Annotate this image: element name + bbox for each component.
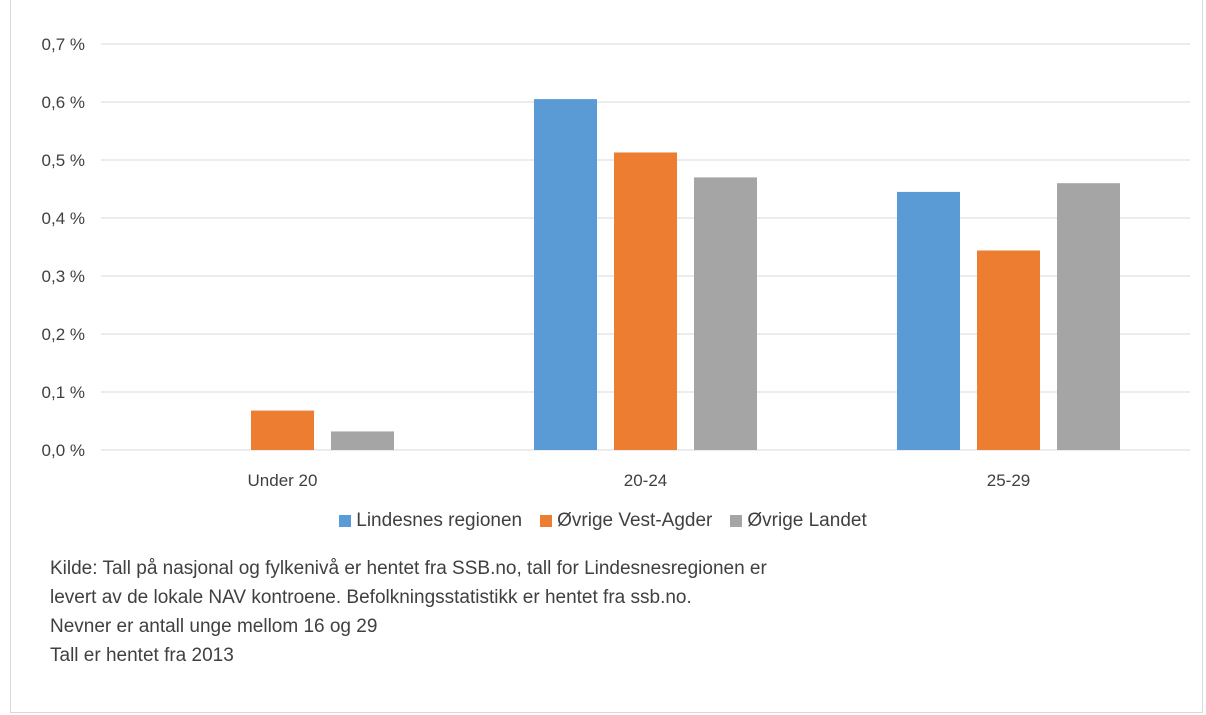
- y-tick-label: 0,0 %: [42, 441, 85, 460]
- note-line: Tall er hentet fra 2013: [50, 645, 234, 666]
- x-axis-ticks: Under 20 20-24 25-29: [248, 471, 1031, 490]
- y-axis-ticks: 0,0 % 0,1 % 0,2 % 0,3 % 0,4 % 0,5 % 0,6 % 0,7 %: [42, 35, 85, 460]
- legend-label-lindesnes: Lindesnes regionen: [356, 510, 523, 531]
- legend-swatch-vest-agder: [540, 515, 553, 527]
- x-tick-label: 25-29: [987, 471, 1030, 490]
- bar: [1057, 183, 1120, 450]
- y-tick-label: 0,1 %: [42, 383, 85, 402]
- chart-frame: [10, 0, 1203, 713]
- bar: [331, 431, 394, 450]
- x-tick-label: 20-24: [624, 471, 667, 490]
- bar: [977, 250, 1040, 450]
- y-tick-label: 0,3 %: [42, 267, 85, 286]
- y-tick-label: 0,5 %: [42, 151, 85, 170]
- legend-item-landet: Øvrige Landet: [730, 510, 867, 532]
- bar: [251, 410, 314, 450]
- bar: [614, 152, 677, 450]
- bar-chart: 0,0 % 0,1 % 0,2 % 0,3 % 0,4 % 0,5 % 0,6 % 0,7 %…: [42, 35, 1190, 490]
- y-tick-label: 0,4 %: [42, 209, 85, 228]
- note-line: Kilde: Tall på nasjonal og fylkenivå er …: [50, 558, 767, 579]
- legend: Lindesnes regionen Øvrige Vest-Agder Øvr…: [0, 510, 1206, 532]
- legend-item-lindesnes: Lindesnes regionen: [339, 510, 522, 532]
- bar: [694, 177, 757, 450]
- bar: [534, 99, 597, 450]
- legend-swatch-lindesnes: [339, 515, 352, 527]
- legend-label-vest-agder: Øvrige Vest-Agder: [557, 510, 713, 531]
- note-line: Nevner er antall unge mellom 16 og 29: [50, 616, 378, 637]
- bar: [897, 191, 960, 450]
- legend-item-vest-agder: Øvrige Vest-Agder: [540, 510, 712, 532]
- source-notes: Kilde: Tall på nasjonal og fylkenivå er …: [50, 554, 767, 670]
- y-tick-label: 0,7 %: [42, 35, 85, 54]
- y-tick-label: 0,2 %: [42, 325, 85, 344]
- y-tick-label: 0,6 %: [42, 93, 85, 112]
- x-tick-label: Under 20: [248, 471, 318, 490]
- legend-swatch-landet: [730, 515, 743, 527]
- legend-label-landet: Øvrige Landet: [747, 510, 867, 531]
- bars: [251, 99, 1120, 450]
- note-line: levert av de lokale NAV kontroene. Befol…: [50, 587, 692, 608]
